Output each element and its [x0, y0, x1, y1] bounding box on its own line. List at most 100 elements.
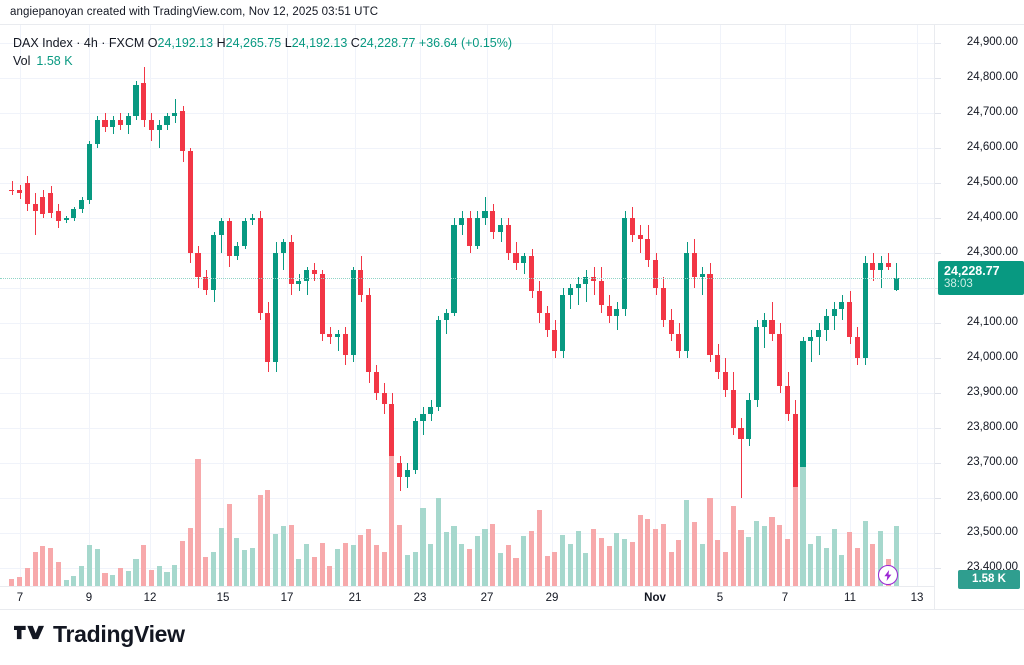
volume-bar — [878, 530, 884, 586]
gridline-vertical — [150, 25, 151, 586]
candle-body — [878, 263, 884, 271]
volume-bar — [691, 521, 697, 586]
candle-body — [792, 414, 798, 506]
candle-body — [381, 393, 387, 404]
candle-body — [273, 252, 279, 362]
gridline-horizontal — [0, 323, 934, 325]
lightning-bolt-icon[interactable] — [878, 565, 898, 585]
gridline-horizontal — [0, 112, 934, 114]
volume-bar — [218, 527, 224, 586]
time-axis-label: 15 — [216, 592, 230, 604]
bar-countdown: 38:03 — [944, 277, 973, 290]
time-axis-label: 21 — [348, 592, 362, 604]
volume-bar — [591, 528, 597, 586]
volume-bar — [435, 498, 442, 586]
candle-body — [311, 270, 317, 274]
volume-bar — [746, 537, 752, 586]
volume-bar — [831, 528, 837, 586]
candle-body — [606, 305, 612, 317]
candle-wick — [741, 417, 742, 499]
candle-body — [575, 284, 581, 288]
price-axis-tick — [935, 147, 941, 149]
price-axis-tick — [935, 463, 941, 465]
candle-body — [847, 301, 853, 338]
tradingview-logo[interactable]: TradingView — [14, 621, 185, 648]
candle-body — [257, 217, 263, 313]
volume-bar — [24, 567, 30, 586]
candle-wick — [819, 323, 820, 355]
gridline-vertical — [552, 25, 553, 586]
volume-bar — [404, 555, 410, 586]
volume-bar — [552, 551, 558, 586]
candle-body — [133, 84, 139, 117]
candle-body — [497, 224, 504, 232]
price-chart-plot[interactable] — [0, 25, 934, 586]
candle-body — [870, 263, 876, 271]
volume-bar — [823, 547, 829, 586]
volume-bar — [715, 540, 721, 586]
volume-bar — [513, 558, 519, 586]
volume-bar — [358, 534, 364, 586]
gridline-vertical — [420, 25, 421, 586]
price-axis-label: 24,500.00 — [966, 175, 1018, 188]
candle-body — [823, 316, 829, 331]
candle-body — [707, 273, 713, 355]
candle-body — [428, 407, 434, 415]
volume-bar — [622, 538, 628, 586]
volume-bar — [102, 572, 108, 586]
volume-bar — [428, 543, 434, 586]
candle-body — [296, 280, 302, 285]
candle-body — [645, 238, 651, 260]
candle-body — [474, 217, 480, 246]
volume-bar — [730, 505, 736, 586]
volume-bar — [862, 521, 868, 586]
price-axis-label: 24,700.00 — [966, 105, 1018, 118]
volume-bar — [753, 521, 760, 586]
volume-bar — [187, 527, 193, 586]
price-axis-label: 24,000.00 — [966, 351, 1018, 364]
volume-bar — [133, 559, 139, 586]
gridline-vertical — [20, 25, 21, 586]
volume-bar — [389, 456, 395, 586]
candle-body — [691, 252, 697, 278]
volume-bar — [560, 534, 566, 586]
volume-bar — [366, 529, 372, 586]
candle-body — [862, 263, 868, 359]
time-axis[interactable]: 7 9 12 15 17 21 23 27 29 Nov 5 7 11 13 — [0, 586, 934, 609]
candle-body — [148, 119, 155, 131]
tradingview-logo-icon — [14, 623, 44, 647]
price-axis-label: 24,800.00 — [966, 70, 1018, 83]
price-axis-label: 23,800.00 — [966, 421, 1018, 434]
time-axis-label: 7 — [16, 592, 24, 604]
candle-body — [141, 82, 147, 120]
candle-body — [622, 217, 628, 309]
candle-wick — [702, 266, 703, 295]
candle-wick — [578, 277, 579, 306]
price-axis[interactable]: 24,228.77 38:03 1.58 K 24,900.00 24,800.0… — [934, 25, 1024, 609]
volume-bar — [536, 509, 542, 586]
gridline-horizontal — [0, 287, 934, 289]
candle-body — [591, 277, 597, 281]
gridline-horizontal — [0, 358, 934, 360]
volume-bar — [327, 566, 333, 586]
gridline-vertical — [487, 25, 488, 586]
candle-body — [125, 116, 131, 125]
candle-body — [769, 319, 775, 334]
candle-wick — [617, 301, 618, 331]
candle-body — [172, 112, 178, 117]
volume-bar — [761, 526, 767, 586]
volume-bar — [474, 536, 480, 586]
volume-bar — [210, 552, 217, 586]
volume-bar — [125, 570, 131, 586]
volume-bar — [242, 550, 248, 586]
candle-body — [583, 277, 589, 285]
volume-bar — [738, 530, 744, 586]
candle-body — [335, 333, 341, 338]
gridline-vertical — [785, 25, 786, 586]
candle-body — [800, 340, 806, 506]
price-axis-tick — [935, 323, 941, 325]
candle-body — [319, 273, 325, 334]
candle-body — [203, 277, 209, 290]
candle-body — [79, 200, 85, 210]
candle-body — [210, 235, 217, 290]
